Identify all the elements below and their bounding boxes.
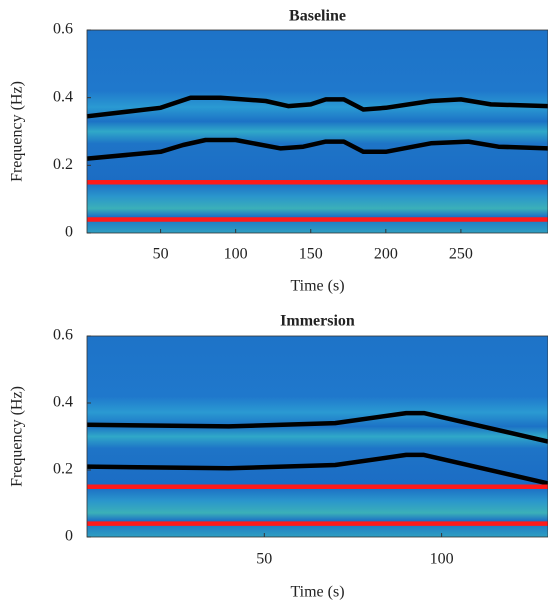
y-tick-label: 0.4 xyxy=(53,394,73,411)
y-axis-label: Frequency (Hz) xyxy=(9,81,26,182)
x-tick-label: 50 xyxy=(256,551,272,568)
chart-title: Baseline xyxy=(289,8,346,25)
y-tick-label: 0 xyxy=(65,528,73,545)
y-tick-label: 0.6 xyxy=(53,327,73,344)
y-tick-label: 0 xyxy=(65,224,73,241)
plot-frame xyxy=(86,29,548,234)
x-axis-label: Time (s) xyxy=(290,278,344,295)
y-tick-label: 0.4 xyxy=(53,88,73,105)
spectrogram xyxy=(87,30,548,233)
series-line xyxy=(86,410,548,444)
chart-title: Immersion xyxy=(280,313,355,330)
y-tick-label: 0.2 xyxy=(53,461,73,478)
x-tick-label: 100 xyxy=(430,551,454,568)
y-tick-label: 0.6 xyxy=(53,21,73,38)
spectrogram xyxy=(87,336,548,537)
series-line xyxy=(86,452,548,486)
x-axis-label: Time (s) xyxy=(290,584,344,601)
plot-frame xyxy=(86,335,548,538)
x-tick-label: 150 xyxy=(299,246,323,263)
series-line xyxy=(86,95,548,119)
x-tick-label: 50 xyxy=(153,246,169,263)
x-tick-label: 100 xyxy=(224,246,248,263)
y-axis-label: Frequency (Hz) xyxy=(9,386,26,487)
y-tick-label: 0.2 xyxy=(53,156,73,173)
x-tick-label: 200 xyxy=(374,246,398,263)
x-tick-label: 250 xyxy=(449,246,473,263)
series-line xyxy=(86,137,548,161)
